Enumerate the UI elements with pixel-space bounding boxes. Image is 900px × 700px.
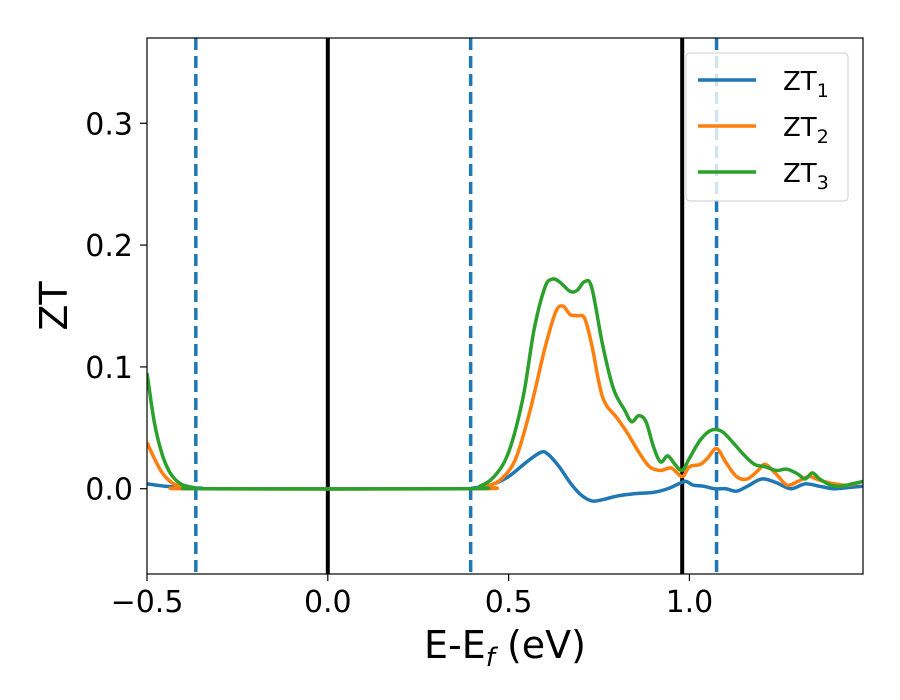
legend-label-main: ZT [783,113,817,143]
x-axis-ticks: −0.5 0.0 0.5 1.0 [111,574,714,620]
legend-label-zt3: ZT3 [783,159,829,194]
series-line-zt3 [147,277,863,491]
legend-label-subscript: 1 [817,80,829,102]
x-axis-label-unit: (eV) [495,623,586,667]
legend-label-zt2: ZT2 [783,113,829,148]
x-tick-label: 0.5 [485,585,533,620]
legend-label-main: ZT [783,67,817,97]
x-tick-label: −0.5 [111,585,184,620]
x-tick-label: 0.0 [304,585,352,620]
legend-box [685,52,849,202]
x-axis-label-main: E-E [424,623,486,667]
legend-label-zt1: ZT1 [783,67,829,102]
vertical-reference-lines [194,38,719,574]
legend-label-main: ZT [783,159,817,189]
legend-label-subscript: 2 [817,126,829,148]
series-lines [147,277,863,503]
y-tick-label: 0.1 [85,351,133,386]
y-axis-ticks: 0.0 0.1 0.2 0.3 [85,107,147,508]
x-tick-label: 1.0 [666,585,714,620]
x-axis-label: E-Ef (eV) [424,623,586,673]
y-axis-label: ZT [32,281,76,331]
y-tick-label: 0.0 [85,473,133,508]
legend-label-subscript: 3 [817,172,829,194]
y-tick-label: 0.2 [85,229,133,264]
y-tick-label: 0.3 [85,107,133,142]
plot-frame [146,37,864,575]
